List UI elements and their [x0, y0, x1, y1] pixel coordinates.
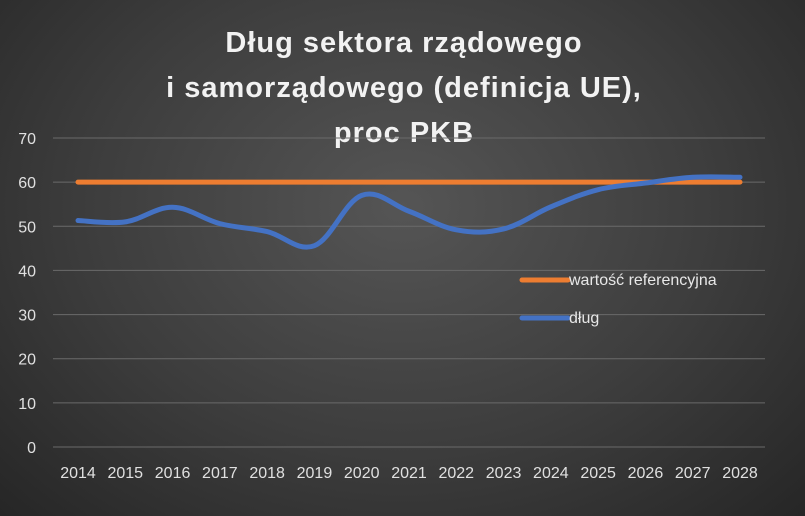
series-line-debt	[75, 174, 743, 250]
chart-title: Dług sektora rządowego i samorządowego (…	[166, 27, 642, 149]
x-tick-label: 2021	[391, 465, 427, 482]
y-tick-label: 70	[18, 131, 36, 148]
y-tick-label: 10	[18, 396, 36, 413]
y-tick-label: 40	[18, 263, 36, 280]
x-tick-label: 2014	[60, 465, 96, 482]
x-tick-label: 2025	[580, 465, 616, 482]
y-tick-label: 0	[27, 440, 36, 457]
series	[75, 174, 743, 250]
x-tick-label: 2028	[722, 465, 758, 482]
y-axis-ticks: 0 10 20 30 40 50 60 70	[18, 131, 36, 457]
x-tick-label: 2022	[438, 465, 474, 482]
y-tick-label: 60	[18, 175, 36, 192]
chart-title-line-2: i samorządowego (definicja UE),	[166, 72, 642, 104]
x-tick-label: 2024	[533, 465, 569, 482]
y-tick-label: 20	[18, 352, 36, 369]
x-tick-label: 2018	[249, 465, 285, 482]
x-tick-label: 2023	[486, 465, 522, 482]
x-tick-label: 2027	[675, 465, 711, 482]
x-tick-label: 2026	[628, 465, 664, 482]
chart-title-line-3: proc PKB	[334, 117, 474, 149]
legend: wartość referencyjna dług	[519, 272, 717, 327]
x-tick-label: 2017	[202, 465, 238, 482]
x-tick-label: 2020	[344, 465, 380, 482]
chart-title-line-1: Dług sektora rządowego	[225, 27, 582, 59]
x-tick-label: 2016	[155, 465, 191, 482]
x-axis-ticks: 2014 2015 2016 2017 2018 2019 2020 2021 2022 2023…	[60, 465, 758, 482]
x-tick-label: 2019	[297, 465, 333, 482]
y-tick-label: 30	[18, 308, 36, 325]
legend-label-debt: dług	[569, 310, 599, 327]
legend-label-reference: wartość referencyjna	[568, 272, 717, 289]
x-tick-label: 2015	[107, 465, 143, 482]
y-tick-label: 50	[18, 219, 36, 236]
